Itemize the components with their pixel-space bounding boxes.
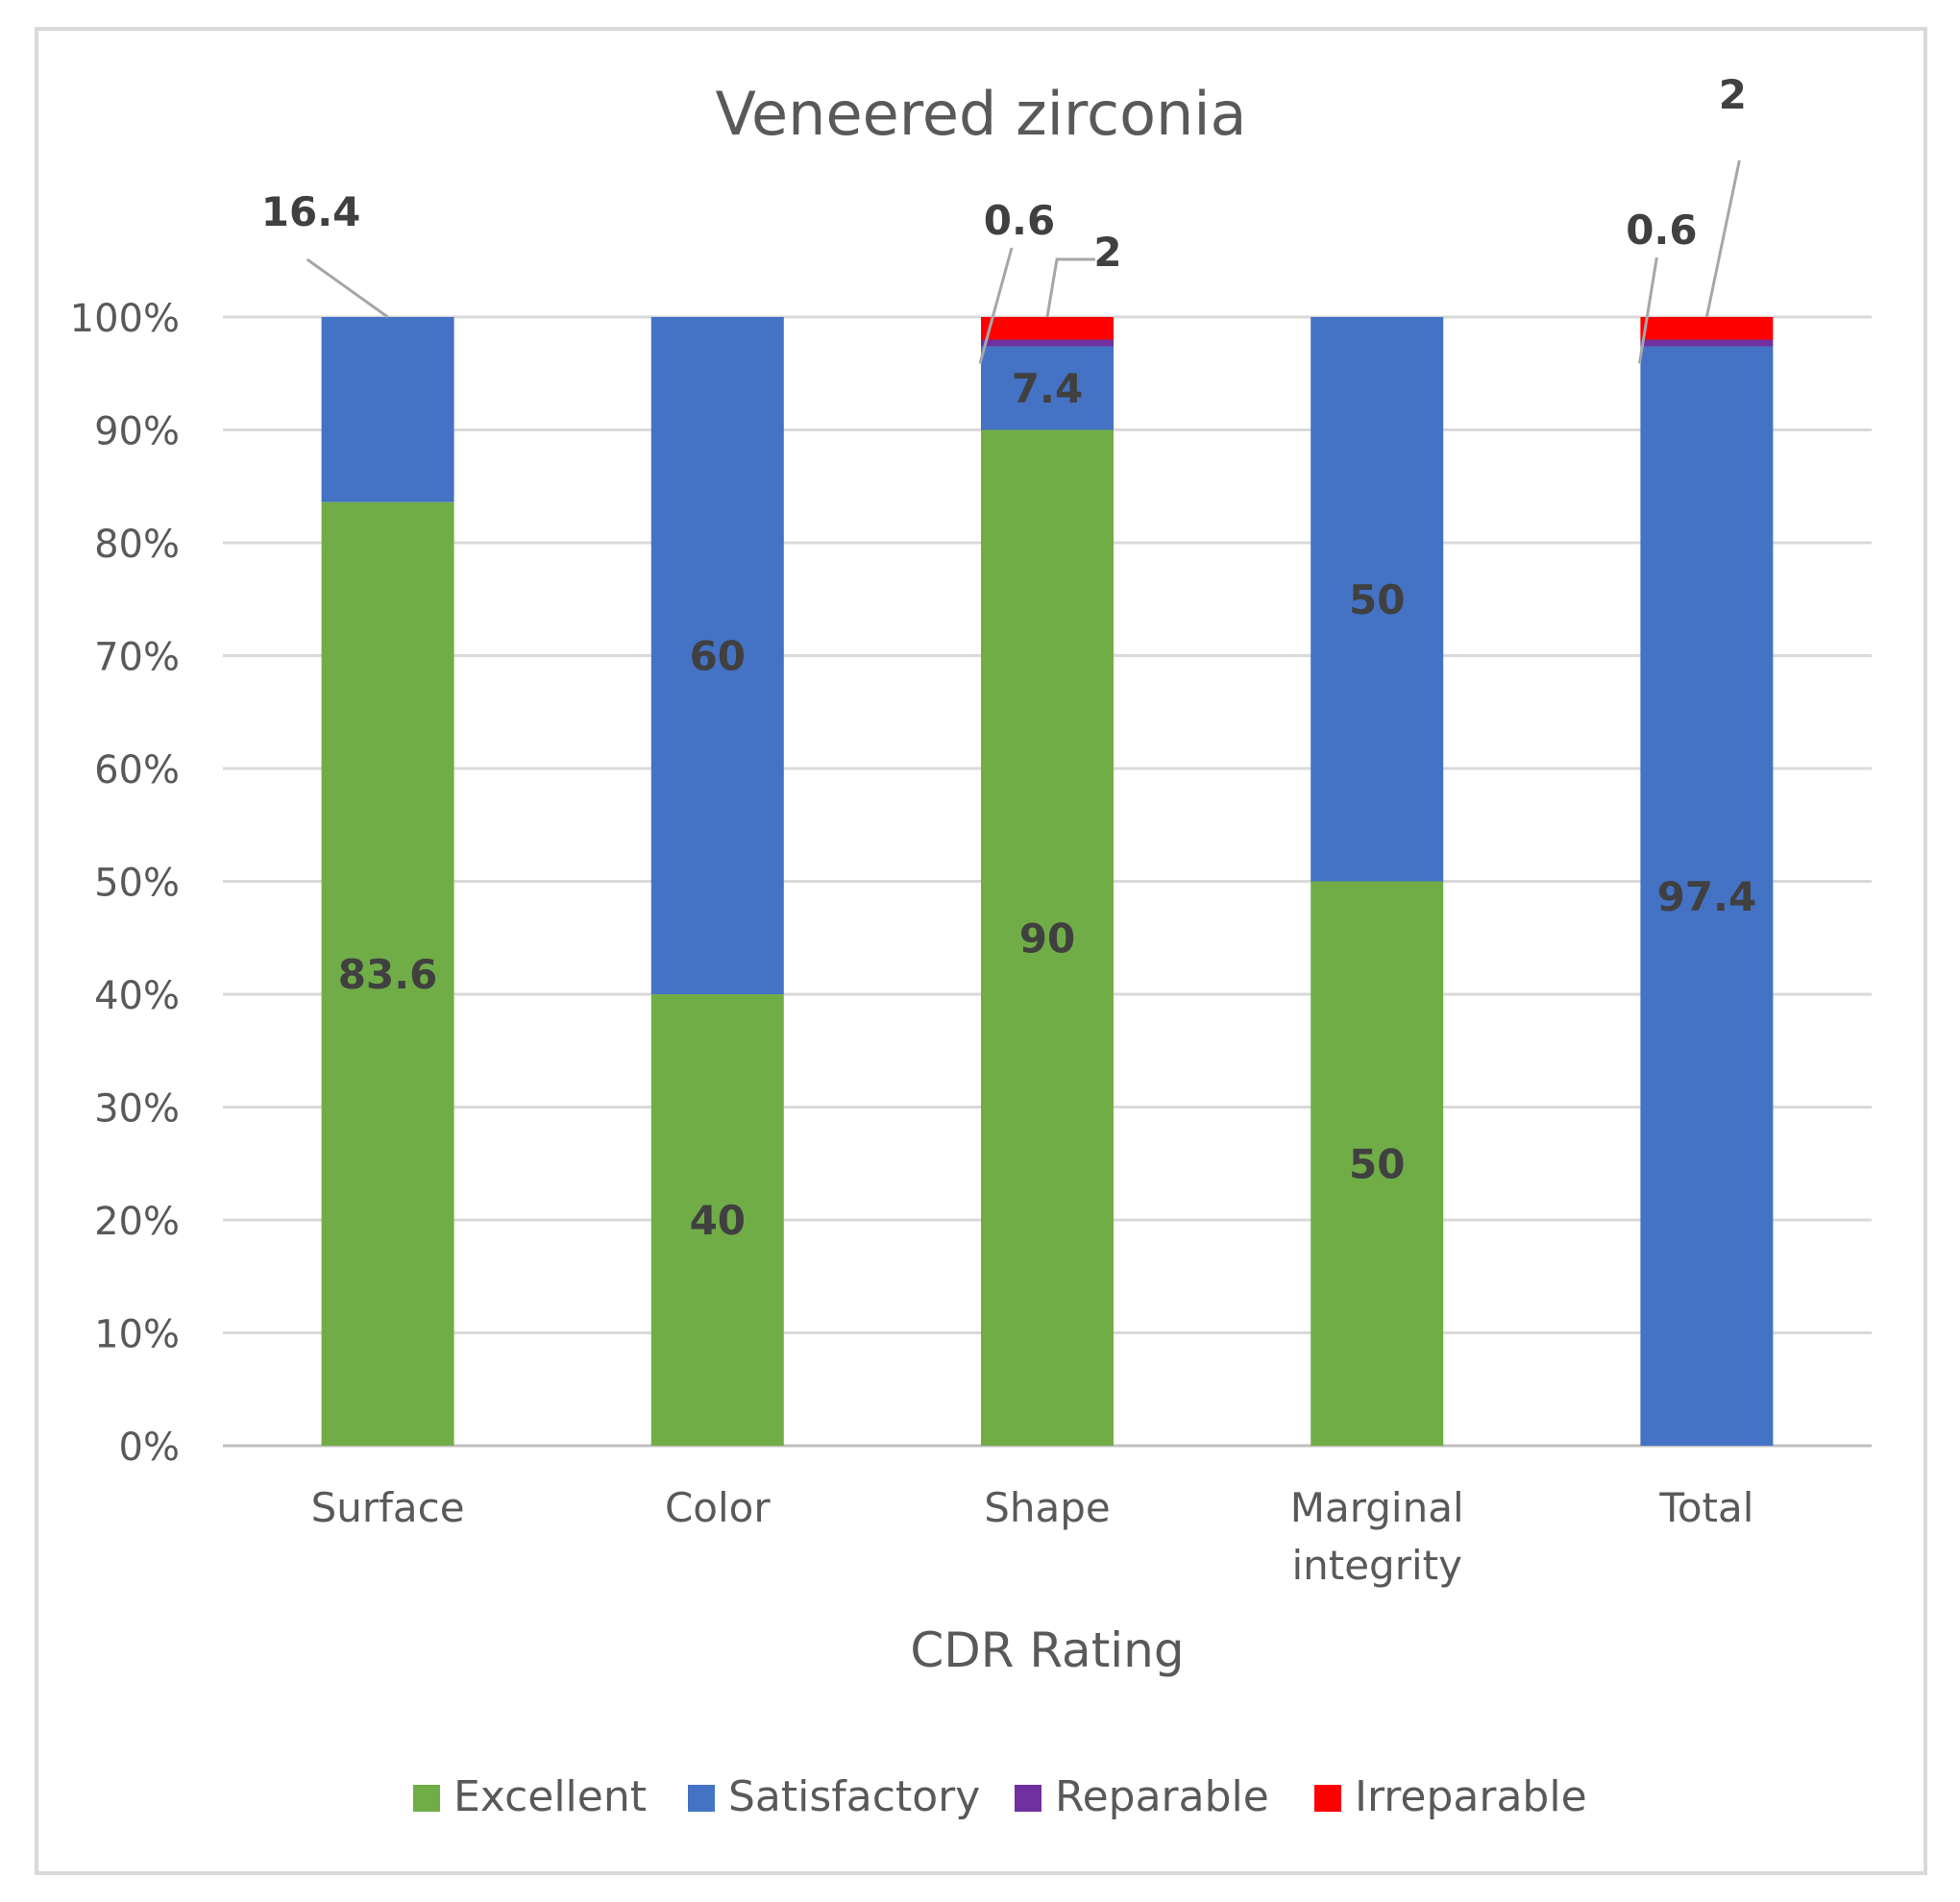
- legend-swatch-excellent: [413, 1785, 440, 1812]
- y-tick-label: 20%: [94, 1200, 180, 1244]
- data-label-color-satisfactory: 60: [690, 633, 746, 680]
- data-label-shape-reparable: 0.6: [984, 197, 1055, 244]
- callout-line-shape-irreparable: [1045, 257, 1095, 318]
- bar-shape-irreparable: [981, 317, 1114, 340]
- bar-total-reparable: [1640, 339, 1774, 347]
- callout-line-shape-reparable: [978, 247, 1014, 364]
- x-axis-ticks: Surface Color Shape Marginal integrity Total: [311, 1484, 1754, 1589]
- y-tick-label: 90%: [94, 410, 180, 454]
- data-label-marginal-integrity-satisfactory: 50: [1349, 576, 1405, 623]
- callout-line-total-reparable: [1637, 256, 1658, 364]
- bar-marginal-integrity-excellent: [1311, 881, 1444, 1446]
- bar-shape-reparable: [981, 339, 1114, 347]
- y-tick-label: 50%: [94, 862, 180, 906]
- x-tick-label-total: Total: [1658, 1484, 1753, 1531]
- x-tick-label-marginal-integrity: Marginal integrity: [1290, 1484, 1464, 1589]
- x-tick-label-surface: Surface: [311, 1484, 465, 1531]
- data-labels: 83.6 16.4 40 60 90 7.4 0.6 2 50 50 97.4 0.6 2: [261, 71, 1756, 1244]
- bar-color-excellent: [650, 994, 784, 1446]
- data-label-color-excellent: 40: [690, 1197, 746, 1244]
- legend-label-excellent: Excellent: [453, 1772, 647, 1821]
- data-label-surface-excellent: 83.6: [338, 951, 438, 998]
- legend-swatch-irreparable: [1314, 1785, 1341, 1812]
- data-label-surface-satisfactory: 16.4: [261, 188, 361, 235]
- y-tick-label: 30%: [94, 1087, 180, 1132]
- data-label-shape-irreparable: 2: [1093, 229, 1121, 276]
- y-tick-label: 10%: [94, 1313, 180, 1357]
- bar-total-irreparable: [1640, 317, 1774, 340]
- bar-color-satisfactory: [650, 317, 784, 994]
- y-tick-label: 80%: [94, 523, 180, 567]
- legend-label-irreparable: Irreparable: [1355, 1772, 1587, 1821]
- legend-label-satisfactory: Satisfactory: [728, 1772, 980, 1821]
- data-label-total-irreparable: 2: [1719, 71, 1747, 118]
- legend-swatch-satisfactory: [688, 1785, 715, 1812]
- legend-swatch-reparable: [1015, 1785, 1041, 1812]
- bar-surface-excellent: [321, 501, 454, 1446]
- bar-total-satisfactory: [1640, 346, 1774, 1446]
- y-tick-label: 0%: [119, 1426, 180, 1470]
- callout-line-total-irreparable: [1704, 159, 1741, 318]
- x-tick-label-shape: Shape: [984, 1484, 1111, 1531]
- data-label-total-satisfactory: 97.4: [1657, 873, 1757, 920]
- legend: Excellent Satisfactory Reparable Irreparabl…: [413, 1772, 1587, 1821]
- bars: [321, 317, 1774, 1446]
- data-label-shape-excellent: 90: [1019, 914, 1075, 962]
- callouts: [306, 159, 1741, 364]
- y-tick-label: 70%: [94, 636, 180, 680]
- x-axis-title: CDR Rating: [910, 1622, 1184, 1678]
- y-tick-label: 60%: [94, 748, 180, 792]
- bar-shape-satisfactory: [981, 346, 1114, 430]
- data-label-shape-satisfactory: 7.4: [1012, 365, 1083, 412]
- y-axis-ticks: 0% 10% 20% 30% 40% 50% 60% 70% 80% 90% 100%: [70, 297, 180, 1470]
- y-tick-label: 100%: [70, 297, 180, 341]
- legend-label-reparable: Reparable: [1055, 1772, 1269, 1821]
- y-tick-label: 40%: [94, 974, 180, 1018]
- callout-line-surface-satisfactory: [306, 257, 389, 319]
- chart-title: Veneered zirconia: [715, 79, 1246, 149]
- data-label-total-reparable: 0.6: [1626, 207, 1697, 254]
- bar-shape-excellent: [981, 429, 1114, 1446]
- x-tick-label-color: Color: [665, 1484, 771, 1531]
- bar-surface-satisfactory: [321, 317, 454, 502]
- bar-marginal-integrity-satisfactory: [1311, 317, 1444, 882]
- data-label-marginal-integrity-excellent: 50: [1349, 1140, 1405, 1187]
